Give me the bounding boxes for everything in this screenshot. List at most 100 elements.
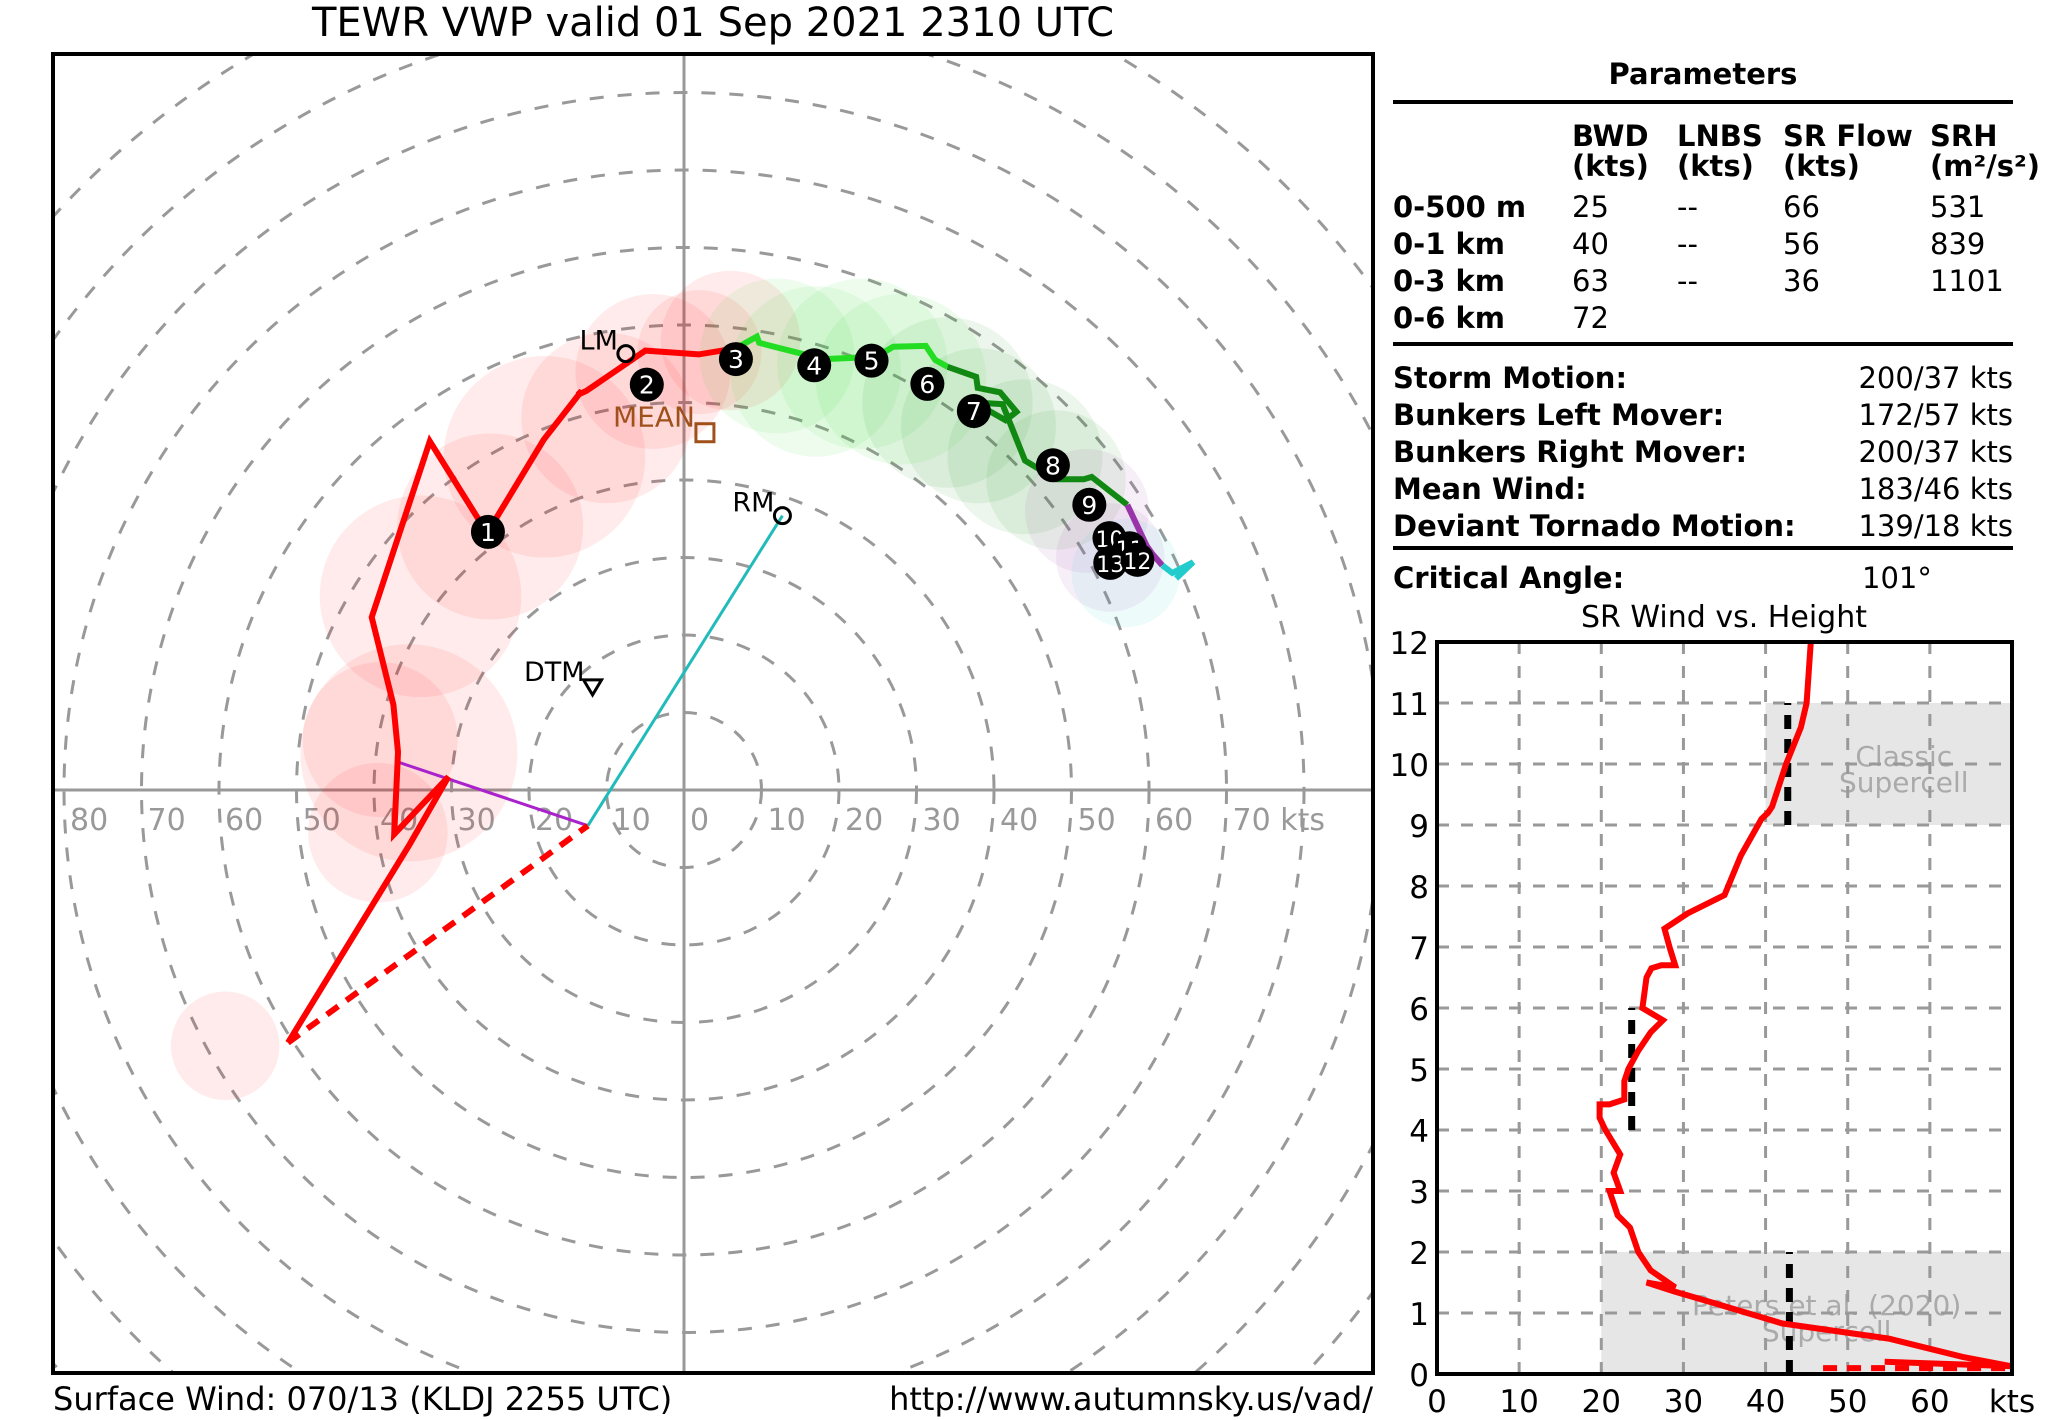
sr-y-tick-label: 4 <box>1409 1114 1429 1150</box>
parameters-cell: 1101 <box>1930 264 2004 298</box>
surface-wind-dashed-line <box>286 823 590 1046</box>
parameters-cell: 56 <box>1783 227 1820 261</box>
hodograph-trace-top-level <box>1160 559 1196 581</box>
hodograph-halo <box>319 495 522 697</box>
sr-y-tick-label: 8 <box>1409 870 1429 906</box>
sr-x-tick-label: kts <box>1989 1384 2035 1420</box>
deviant-tornado-motion-label: DTM <box>524 657 585 688</box>
sr-region-label: Supercell <box>1839 766 1969 799</box>
figure-title: TEWR VWP valid 01 Sep 2021 2310 UTC <box>311 0 1114 46</box>
right-mover-label: RM <box>732 488 774 519</box>
height-marker: 6 <box>910 366 945 401</box>
parameters-column-unit: (kts) <box>1572 149 1649 183</box>
sr-wind-profile-line <box>1596 641 2011 1370</box>
height-marker-dot <box>956 394 991 429</box>
hodograph: 80 70 60 50 40 30 20 10 0 10 20 30 40 50 60 70 kts LMRM… <box>51 52 1375 1375</box>
hodograph-ring-labels: 80 70 60 50 40 30 20 10 0 10 20 30 40 50 60 70 kts <box>70 803 1325 838</box>
hodograph-ring-label: 50 <box>303 803 341 838</box>
height-marker-label: 5 <box>864 347 880 376</box>
parameters-cell: 63 <box>1572 264 1609 298</box>
hodograph-halo <box>308 762 448 903</box>
hodograph-ring-label: 80 <box>70 803 108 838</box>
sr-y-tick-label: 12 <box>1390 626 1429 662</box>
sr-y-tick-label: 9 <box>1409 809 1429 845</box>
mean-wind-marker-icon <box>694 422 716 444</box>
sr-y-tick-label: 10 <box>1390 748 1429 784</box>
height-marker-label: 1 <box>480 518 496 547</box>
height-marker-label: 3 <box>728 345 744 374</box>
hodograph-ring-label: 30 <box>923 803 961 838</box>
sr-x-tick-label: 40 <box>1746 1384 1785 1420</box>
parameters-table: 0-500 m 25 -- 66 531 0-1 km 40 -- 56 839 0-3 km 63 -… <box>1393 190 2004 335</box>
hodograph-ring <box>53 54 1373 1373</box>
hodograph-ring-label: 60 <box>1155 803 1193 838</box>
hodograph-ring-label: 30 <box>458 803 496 838</box>
height-marker: 3 <box>718 342 753 377</box>
parameters-panel: Parameters BWD(kts)LNBS(kts)SR Flow(kts)… <box>1393 57 2040 595</box>
sr-x-tick-label: 0 <box>1427 1384 1447 1420</box>
hodograph-ring-label: 0 <box>690 803 709 838</box>
shear-vector-line <box>397 760 589 828</box>
height-marker: 7 <box>956 394 991 429</box>
sr-chart-grid <box>1437 642 2012 1374</box>
hodograph-ring-label: 40 <box>1000 803 1038 838</box>
height-marker-dot <box>1035 448 1070 483</box>
storm-motion-label: Bunkers Left Mover: <box>1393 398 1724 432</box>
height-marker-label: 4 <box>806 351 822 380</box>
storm-motion-line <box>586 514 784 827</box>
height-marker-label: 12 <box>1123 550 1151 575</box>
height-marker-dot <box>629 367 664 402</box>
parameters-column-header: BWD <box>1572 119 1649 153</box>
storm-motion-value: 172/57 kts <box>1858 398 2013 432</box>
hodograph-ring-label: 50 <box>1078 803 1116 838</box>
height-marker: 4 <box>797 348 832 383</box>
storm-motion-row: Storm Motion: 200/37 kts <box>1393 361 2013 395</box>
parameters-cell: 531 <box>1930 190 1985 224</box>
storm-motion-label: Storm Motion: <box>1393 361 1627 395</box>
height-marker-dot <box>1120 542 1155 577</box>
hodograph-halo <box>170 991 280 1100</box>
parameters-row-label: 0-500 m <box>1393 190 1526 224</box>
source-url-link[interactable]: http://www.autumnsky.us/vad/ <box>889 1380 1373 1418</box>
critical-angle-label: Critical Angle: <box>1393 561 1624 595</box>
height-marker-label: 6 <box>919 370 935 399</box>
hodograph-ring-label: 70 <box>148 803 186 838</box>
storm-motion-row: Bunkers Left Mover: 172/57 kts <box>1393 398 2013 432</box>
hodograph-ring-label: 10 <box>768 803 806 838</box>
parameters-row: 0-500 m 25 -- 66 531 <box>1393 190 1985 224</box>
height-marker: 13 <box>1093 545 1128 580</box>
hodograph-markers: LM RM MEAN DTM <box>524 326 792 698</box>
sr-y-tick-label: 0 <box>1409 1358 1429 1394</box>
parameters-cell: -- <box>1677 227 1698 261</box>
hodograph-rings <box>53 54 1373 1373</box>
sr-y-tick-label: 6 <box>1409 992 1429 1028</box>
hodograph-ring-label: 20 <box>535 803 573 838</box>
parameters-cell: 66 <box>1783 190 1820 224</box>
sr-chart-series <box>1596 641 2012 1372</box>
parameters-row: 0-1 km 40 -- 56 839 <box>1393 227 1985 261</box>
height-marker-label: 9 <box>1081 491 1097 520</box>
sr-region-label: Peters et al. (2020) <box>1692 1289 1961 1322</box>
height-marker-dot <box>910 366 945 401</box>
deviant-tornado-motion-marker-icon <box>580 678 605 698</box>
hodograph-ring-label: 70 kts <box>1233 803 1325 838</box>
hodograph-frame <box>51 52 1375 1375</box>
sr-x-tick-label: 30 <box>1664 1384 1703 1420</box>
height-marker-label: 7 <box>966 397 982 426</box>
critical-angle-value: 101° <box>1862 561 1932 595</box>
hodograph-ring-label: 10 <box>613 803 651 838</box>
hodograph-halo <box>300 644 518 862</box>
parameters-cell: 36 <box>1783 264 1820 298</box>
storm-motion-row: Mean Wind: 183/46 kts <box>1393 472 2013 506</box>
parameters-heading: Parameters <box>1609 57 1798 91</box>
height-marker: 9 <box>1072 487 1107 522</box>
hodograph-halo <box>302 662 458 818</box>
hodograph-ring-label: 20 <box>845 803 883 838</box>
height-marker: 12 <box>1120 542 1155 577</box>
height-marker-dot <box>797 348 832 383</box>
left-mover-marker-icon <box>616 344 636 364</box>
sr-chart-frame <box>1435 640 2014 1376</box>
storm-motion-value: 183/46 kts <box>1858 472 2013 506</box>
storm-motion-row: Bunkers Right Mover: 200/37 kts <box>1393 435 2013 469</box>
